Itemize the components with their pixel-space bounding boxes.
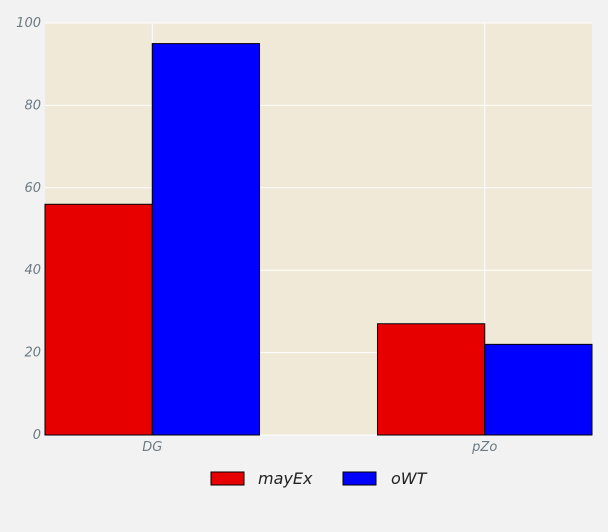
y-tick-label: 60 — [24, 181, 41, 196]
y-tick-label: 20 — [24, 346, 41, 361]
y-tick-label: 100 — [16, 16, 41, 31]
legend-label-mayex: mayEx — [258, 469, 313, 488]
legend-swatch-owt — [342, 471, 377, 486]
bars — [44, 43, 593, 436]
y-tick-label: 40 — [24, 263, 41, 278]
bar-mayex-pzo — [376, 323, 486, 436]
x-axis: DG pZo — [142, 440, 497, 455]
x-tick-label-pzo: pZo — [471, 440, 497, 455]
bar-owt-dg — [151, 43, 261, 436]
y-axis: 0 20 40 60 80 100 — [16, 16, 41, 443]
legend-swatch-mayex — [210, 471, 245, 486]
y-tick-label: 80 — [24, 98, 41, 113]
legend: mayEx oWT — [210, 469, 428, 488]
y-tick-label: 0 — [33, 428, 41, 443]
legend-label-owt: oWT — [391, 469, 428, 488]
bar-owt-pzo — [484, 343, 593, 436]
x-tick-label-dg: DG — [142, 440, 162, 455]
bar-mayex-dg — [44, 203, 153, 436]
